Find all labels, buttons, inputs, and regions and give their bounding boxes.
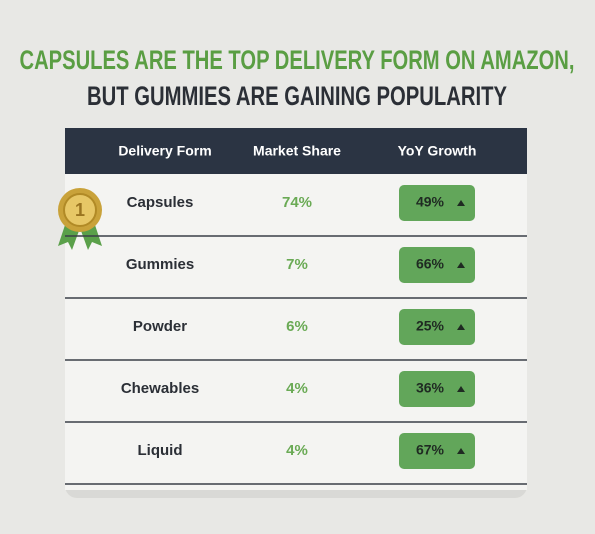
medal [58,188,102,250]
growth-pill [399,309,475,345]
growth: 49% [416,194,445,210]
up-arrow [457,262,465,268]
up-arrow [457,386,465,392]
up-arrow [457,324,465,330]
delivery-form: Capsules [127,194,194,211]
growth-pill [399,247,475,283]
delivery-form: Liquid [138,442,183,459]
growth: 66% [416,256,445,272]
growth: 36% [416,380,445,396]
up-arrow [457,200,465,206]
market-share: 74% [282,194,312,211]
market-share: 6% [286,318,308,335]
header-cell: YoY Growth [398,143,477,159]
market-share: 7% [286,256,308,273]
growth-pill [399,371,475,407]
delivery-form: Chewables [121,380,199,397]
delivery-form: Gummies [126,256,194,273]
growth: 67% [416,442,445,458]
header-cell: Market Share [253,143,341,159]
growth: 25% [416,318,445,334]
growth-pill [399,185,475,221]
title-line-2: BUT GUMMIES ARE GAINING POPULARITY [87,81,507,111]
market-share: 4% [286,380,308,397]
title-line-1: CAPSULES ARE THE TOP DELIVERY FORM ON AM… [20,45,575,75]
up-arrow [457,448,465,454]
growth-pill [399,433,475,469]
market-share: 4% [286,442,308,459]
medal-number: 1 [75,200,85,220]
table-header [65,128,527,174]
delivery-form: Powder [133,318,187,335]
header-cell: Delivery Form [118,143,211,159]
